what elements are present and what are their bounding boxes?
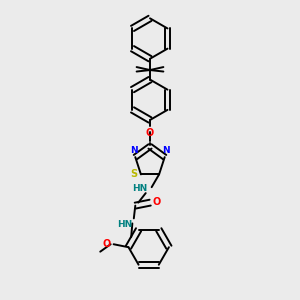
Text: N: N [130,146,138,155]
Text: S: S [130,169,137,179]
Text: N: N [162,146,170,155]
Text: O: O [102,239,111,249]
Text: O: O [146,128,154,138]
Text: HN: HN [132,184,147,193]
Text: O: O [153,197,161,207]
Text: HN: HN [117,220,132,230]
